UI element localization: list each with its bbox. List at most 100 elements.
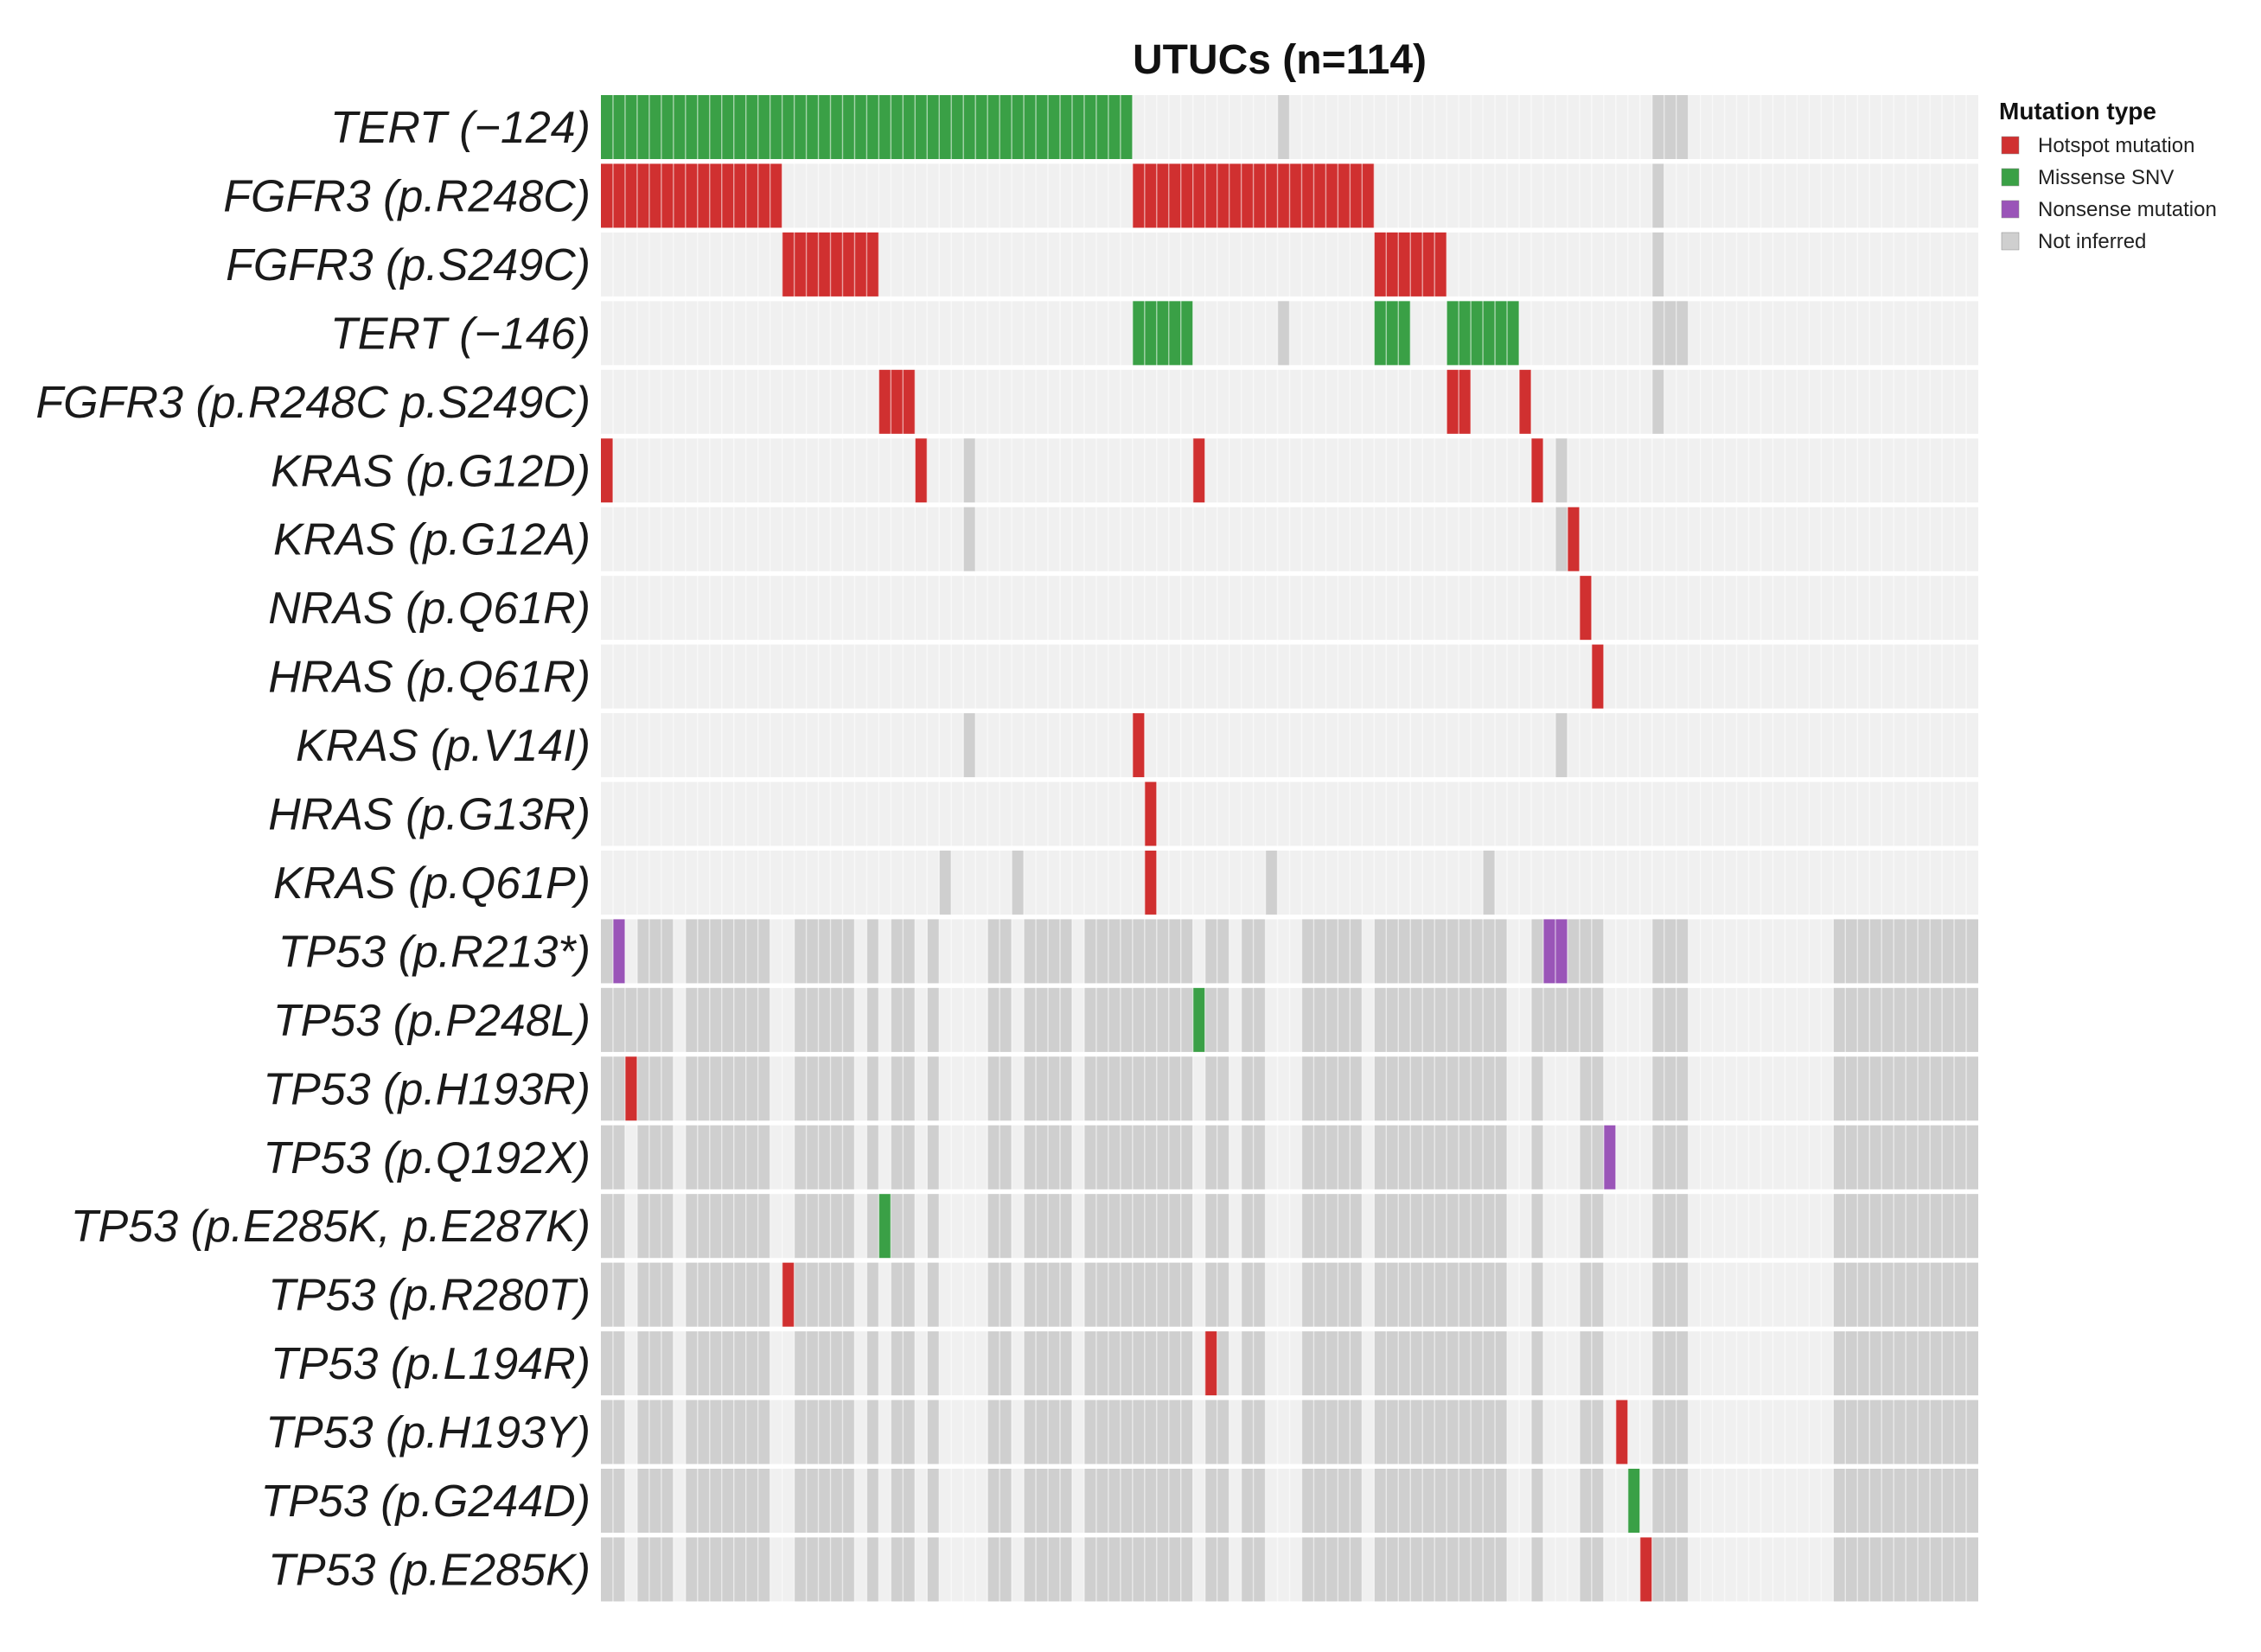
- cell-not-inferred: [1555, 507, 1568, 571]
- cell-not-inferred: [1555, 438, 1568, 503]
- row-label: TP53 (p.L194R): [271, 1339, 591, 1389]
- cell-not-inferred: [1277, 95, 1290, 159]
- row-label: FGFR3 (p.R248C p.S249C): [35, 378, 591, 428]
- cell-not-inferred: [636, 1400, 674, 1464]
- cell-mutation: [1192, 987, 1205, 1052]
- cell-not-inferred: [794, 1469, 855, 1533]
- cell-mutation: [601, 163, 782, 228]
- cell-not-inferred: [866, 987, 879, 1052]
- legend: Mutation type Hotspot mutation Missense S…: [1999, 98, 2217, 253]
- cell-not-inferred: [601, 1125, 613, 1190]
- cell-not-inferred: [1374, 1537, 1508, 1602]
- cell-not-inferred: [612, 1262, 625, 1327]
- cell-not-inferred: [1651, 1194, 1689, 1259]
- cell-not-inferred: [636, 1125, 674, 1190]
- cell-not-inferred: [1265, 850, 1278, 915]
- cell-not-inferred: [1555, 713, 1568, 778]
- cell-not-inferred: [636, 1262, 674, 1327]
- cell-mutation: [1530, 438, 1543, 503]
- cell-not-inferred: [1301, 987, 1363, 1052]
- cell-not-inferred: [1651, 232, 1664, 297]
- row-label: NRAS (p.Q61R): [268, 584, 591, 634]
- row-label: TP53 (p.Q192X): [263, 1133, 591, 1183]
- legend-swatch: [2001, 200, 2020, 219]
- legend-swatch: [2001, 136, 2020, 155]
- cell-not-inferred: [794, 1262, 855, 1327]
- cell-not-inferred: [1083, 1537, 1193, 1602]
- cell-not-inferred: [794, 919, 855, 984]
- legend-label: Not inferred: [2038, 230, 2146, 253]
- legend-items: Hotspot mutation Missense SNV Nonsense mut…: [2001, 134, 2217, 253]
- cell-not-inferred: [612, 1056, 625, 1121]
- cell-mutation: [1132, 301, 1193, 366]
- row-label: KRAS (p.G12A): [273, 515, 591, 565]
- cell-not-inferred: [1651, 1056, 1689, 1121]
- cell-not-inferred: [927, 1331, 940, 1396]
- cell-not-inferred: [1083, 987, 1193, 1052]
- cell-not-inferred: [927, 1262, 940, 1327]
- row-label: KRAS (p.G12D): [271, 446, 591, 496]
- cell-not-inferred: [685, 1537, 770, 1602]
- cell-not-inferred: [927, 1400, 940, 1464]
- cell-not-inferred: [636, 987, 674, 1052]
- cell-not-inferred: [612, 1469, 625, 1533]
- cell-not-inferred: [1651, 987, 1689, 1052]
- chart-title: UTUCs (n=114): [1133, 37, 1427, 83]
- cell-not-inferred: [1530, 1056, 1543, 1121]
- cell-mutation: [1639, 1537, 1652, 1602]
- cell-not-inferred: [1301, 919, 1363, 984]
- cell-not-inferred: [1651, 1125, 1689, 1190]
- cell-not-inferred: [685, 1400, 770, 1464]
- cell-not-inferred: [794, 1537, 855, 1602]
- cell-mutation: [1591, 644, 1604, 709]
- cell-not-inferred: [1651, 301, 1689, 366]
- cell-not-inferred: [685, 1469, 770, 1533]
- legend-title: Mutation type: [1999, 98, 2156, 124]
- cell-mutation: [624, 1056, 637, 1121]
- cell-not-inferred: [1374, 1262, 1508, 1327]
- cell-mutation: [1603, 1125, 1616, 1190]
- cell-not-inferred: [866, 1056, 879, 1121]
- cell-mutation: [1192, 438, 1205, 503]
- cell-not-inferred: [685, 987, 770, 1052]
- cell-mutation: [1579, 576, 1592, 641]
- cell-not-inferred: [1374, 1469, 1508, 1533]
- cell-not-inferred: [963, 507, 976, 571]
- cell-not-inferred: [1301, 1262, 1363, 1327]
- cell-not-inferred: [1651, 369, 1664, 434]
- cell-not-inferred: [866, 1469, 879, 1533]
- cell-not-inferred: [794, 987, 855, 1052]
- cell-not-inferred: [1374, 919, 1508, 984]
- cell-mutation: [1627, 1469, 1640, 1533]
- cell-not-inferred: [685, 1194, 770, 1259]
- legend-swatch: [2001, 232, 2020, 251]
- row-label: TERT (−146): [330, 309, 591, 359]
- cell-not-inferred: [963, 713, 976, 778]
- cell-not-inferred: [1301, 1125, 1363, 1190]
- row-label: TP53 (p.R280T): [268, 1271, 591, 1321]
- row-label: KRAS (p.V14I): [296, 721, 591, 771]
- cell-mutation: [1204, 1331, 1217, 1396]
- cell-not-inferred: [1301, 1331, 1363, 1396]
- row-label: TP53 (p.G244D): [261, 1477, 591, 1527]
- cell-not-inferred: [866, 1125, 879, 1190]
- cell-not-inferred: [1083, 919, 1193, 984]
- cell-not-inferred: [1530, 1262, 1543, 1327]
- row-label: TERT (−124): [330, 103, 591, 153]
- cell-mutation: [1567, 507, 1580, 571]
- cell-mutation: [1132, 713, 1145, 778]
- cell-mutation: [878, 369, 916, 434]
- row-label: TP53 (p.E285K, p.E287K): [71, 1202, 591, 1252]
- cell-not-inferred: [794, 1194, 855, 1259]
- cell-not-inferred: [963, 438, 976, 503]
- cell-not-inferred: [866, 1194, 879, 1259]
- row-label: KRAS (p.Q61P): [273, 858, 591, 909]
- row-label: HRAS (p.G13R): [268, 790, 591, 840]
- cell-not-inferred: [1083, 1469, 1193, 1533]
- cell-not-inferred: [1530, 1469, 1543, 1533]
- cell-not-inferred: [601, 1194, 613, 1259]
- cell-not-inferred: [927, 1125, 940, 1190]
- cell-mutation: [1144, 850, 1157, 915]
- cell-not-inferred: [1301, 1400, 1363, 1464]
